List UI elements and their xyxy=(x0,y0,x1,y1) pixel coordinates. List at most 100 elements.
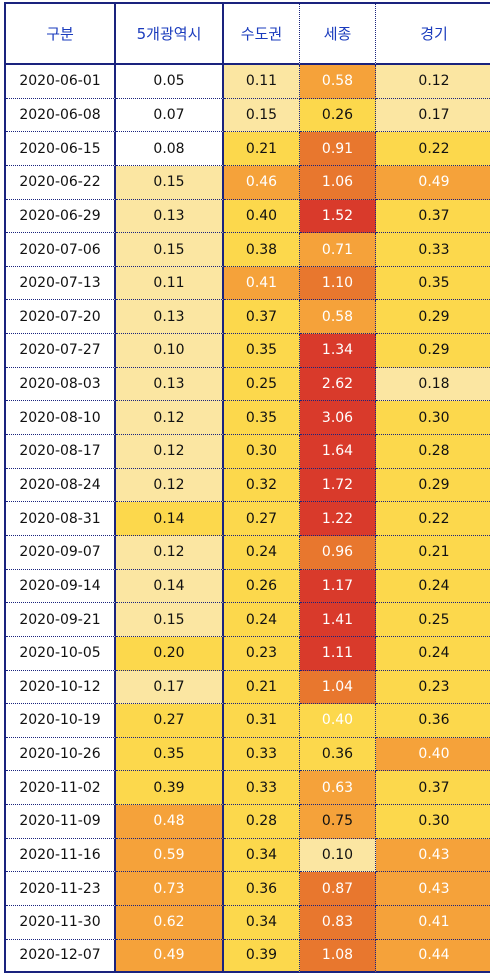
gyeonggi-cell[interactable]: 0.17 xyxy=(376,98,490,133)
metro-cities-cell[interactable]: 0.14 xyxy=(116,569,224,604)
capital-area-cell[interactable]: 0.34 xyxy=(224,838,300,873)
date-cell[interactable]: 2020-06-08 xyxy=(6,98,116,133)
header-capital-area[interactable]: 수도권 xyxy=(224,4,300,65)
date-cell[interactable]: 2020-10-05 xyxy=(6,636,116,671)
date-cell[interactable]: 2020-10-12 xyxy=(6,670,116,705)
metro-cities-cell[interactable]: 0.49 xyxy=(116,939,224,973)
gyeonggi-cell[interactable]: 0.24 xyxy=(376,636,490,671)
capital-area-cell[interactable]: 0.35 xyxy=(224,334,300,368)
date-cell[interactable]: 2020-12-07 xyxy=(6,939,116,973)
sejong-cell[interactable]: 3.06 xyxy=(300,401,376,436)
sejong-cell[interactable]: 1.11 xyxy=(300,636,376,671)
metro-cities-cell[interactable]: 0.12 xyxy=(116,435,224,469)
gyeonggi-cell[interactable]: 0.37 xyxy=(376,771,490,806)
date-cell[interactable]: 2020-10-26 xyxy=(6,737,116,772)
date-cell[interactable]: 2020-08-24 xyxy=(6,468,116,503)
gyeonggi-cell[interactable]: 0.21 xyxy=(376,535,490,570)
gyeonggi-cell[interactable]: 0.43 xyxy=(376,838,490,873)
capital-area-cell[interactable]: 0.23 xyxy=(224,636,300,671)
sejong-cell[interactable]: 1.72 xyxy=(300,468,376,503)
metro-cities-cell[interactable]: 0.10 xyxy=(116,334,224,368)
gyeonggi-cell[interactable]: 0.36 xyxy=(376,704,490,738)
metro-cities-cell[interactable]: 0.48 xyxy=(116,805,224,839)
gyeonggi-cell[interactable]: 0.43 xyxy=(376,872,490,907)
header-category[interactable]: 구분 xyxy=(6,4,116,65)
sejong-cell[interactable]: 0.83 xyxy=(300,906,376,940)
sejong-cell[interactable]: 0.63 xyxy=(300,771,376,806)
sejong-cell[interactable]: 0.10 xyxy=(300,838,376,873)
date-cell[interactable]: 2020-11-02 xyxy=(6,771,116,806)
metro-cities-cell[interactable]: 0.73 xyxy=(116,872,224,907)
gyeonggi-cell[interactable]: 0.18 xyxy=(376,367,490,402)
date-cell[interactable]: 2020-10-19 xyxy=(6,704,116,738)
date-cell[interactable]: 2020-08-03 xyxy=(6,367,116,402)
header-metro-cities[interactable]: 5개광역시 xyxy=(116,4,224,65)
gyeonggi-cell[interactable]: 0.23 xyxy=(376,670,490,705)
date-cell[interactable]: 2020-07-13 xyxy=(6,266,116,301)
gyeonggi-cell[interactable]: 0.40 xyxy=(376,737,490,772)
metro-cities-cell[interactable]: 0.15 xyxy=(116,165,224,200)
gyeonggi-cell[interactable]: 0.22 xyxy=(376,132,490,166)
capital-area-cell[interactable]: 0.31 xyxy=(224,704,300,738)
date-cell[interactable]: 2020-11-30 xyxy=(6,906,116,940)
gyeonggi-cell[interactable]: 0.35 xyxy=(376,266,490,301)
metro-cities-cell[interactable]: 0.12 xyxy=(116,468,224,503)
metro-cities-cell[interactable]: 0.59 xyxy=(116,838,224,873)
sejong-cell[interactable]: 1.41 xyxy=(300,603,376,637)
date-cell[interactable]: 2020-09-21 xyxy=(6,603,116,637)
gyeonggi-cell[interactable]: 0.28 xyxy=(376,435,490,469)
capital-area-cell[interactable]: 0.24 xyxy=(224,535,300,570)
capital-area-cell[interactable]: 0.36 xyxy=(224,872,300,907)
gyeonggi-cell[interactable]: 0.37 xyxy=(376,199,490,234)
capital-area-cell[interactable]: 0.28 xyxy=(224,805,300,839)
capital-area-cell[interactable]: 0.37 xyxy=(224,300,300,335)
sejong-cell[interactable]: 0.71 xyxy=(300,233,376,267)
gyeonggi-cell[interactable]: 0.30 xyxy=(376,401,490,436)
sejong-cell[interactable]: 0.40 xyxy=(300,704,376,738)
sejong-cell[interactable]: 0.26 xyxy=(300,98,376,133)
sejong-cell[interactable]: 0.87 xyxy=(300,872,376,907)
sejong-cell[interactable]: 0.58 xyxy=(300,300,376,335)
sejong-cell[interactable]: 1.22 xyxy=(300,502,376,536)
capital-area-cell[interactable]: 0.26 xyxy=(224,569,300,604)
header-sejong[interactable]: 세종 xyxy=(300,4,376,65)
capital-area-cell[interactable]: 0.24 xyxy=(224,603,300,637)
metro-cities-cell[interactable]: 0.27 xyxy=(116,704,224,738)
date-cell[interactable]: 2020-11-09 xyxy=(6,805,116,839)
metro-cities-cell[interactable]: 0.35 xyxy=(116,737,224,772)
capital-area-cell[interactable]: 0.25 xyxy=(224,367,300,402)
date-cell[interactable]: 2020-11-16 xyxy=(6,838,116,873)
gyeonggi-cell[interactable]: 0.24 xyxy=(376,569,490,604)
sejong-cell[interactable]: 1.04 xyxy=(300,670,376,705)
metro-cities-cell[interactable]: 0.17 xyxy=(116,670,224,705)
metro-cities-cell[interactable]: 0.13 xyxy=(116,300,224,335)
gyeonggi-cell[interactable]: 0.30 xyxy=(376,805,490,839)
sejong-cell[interactable]: 1.64 xyxy=(300,435,376,469)
capital-area-cell[interactable]: 0.34 xyxy=(224,906,300,940)
capital-area-cell[interactable]: 0.21 xyxy=(224,670,300,705)
sejong-cell[interactable]: 0.36 xyxy=(300,737,376,772)
sejong-cell[interactable]: 1.08 xyxy=(300,939,376,973)
metro-cities-cell[interactable]: 0.11 xyxy=(116,266,224,301)
sejong-cell[interactable]: 0.75 xyxy=(300,805,376,839)
sejong-cell[interactable]: 0.58 xyxy=(300,65,376,99)
header-gyeonggi[interactable]: 경기 xyxy=(376,4,490,65)
gyeonggi-cell[interactable]: 0.25 xyxy=(376,603,490,637)
date-cell[interactable]: 2020-08-17 xyxy=(6,435,116,469)
metro-cities-cell[interactable]: 0.05 xyxy=(116,65,224,99)
capital-area-cell[interactable]: 0.41 xyxy=(224,266,300,301)
capital-area-cell[interactable]: 0.33 xyxy=(224,771,300,806)
date-cell[interactable]: 2020-06-29 xyxy=(6,199,116,234)
date-cell[interactable]: 2020-07-27 xyxy=(6,334,116,368)
date-cell[interactable]: 2020-06-22 xyxy=(6,165,116,200)
metro-cities-cell[interactable]: 0.15 xyxy=(116,603,224,637)
date-cell[interactable]: 2020-06-15 xyxy=(6,132,116,166)
sejong-cell[interactable]: 1.10 xyxy=(300,266,376,301)
metro-cities-cell[interactable]: 0.08 xyxy=(116,132,224,166)
sejong-cell[interactable]: 1.06 xyxy=(300,165,376,200)
gyeonggi-cell[interactable]: 0.41 xyxy=(376,906,490,940)
sejong-cell[interactable]: 1.34 xyxy=(300,334,376,368)
date-cell[interactable]: 2020-09-07 xyxy=(6,535,116,570)
capital-area-cell[interactable]: 0.39 xyxy=(224,939,300,973)
date-cell[interactable]: 2020-08-10 xyxy=(6,401,116,436)
